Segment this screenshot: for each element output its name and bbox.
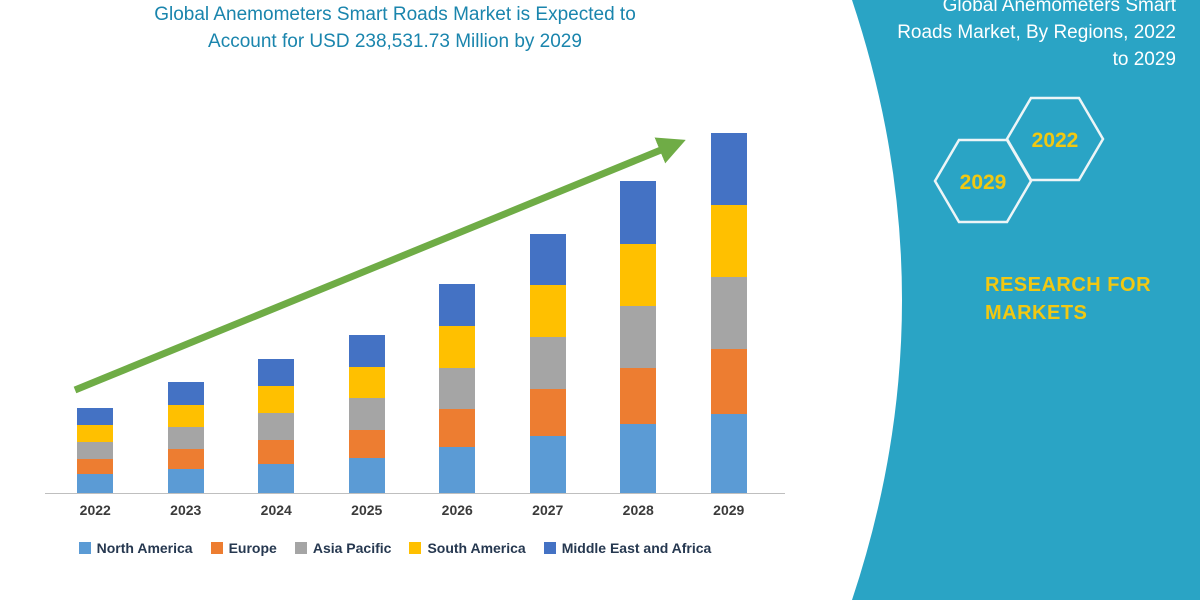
legend-swatch [543,542,556,554]
legend-item: South America [409,540,526,556]
bar-segment-2024 [258,463,295,493]
bar-2024 [231,93,322,493]
bar-segment-2027 [529,285,566,338]
x-axis-label: 2025 [351,502,383,518]
bar-segment-2025 [348,458,385,493]
panel-title-line-1: Global Anemometers Smart [942,0,1176,16]
bar-segment-2024 [258,359,295,387]
brand-line-2: MARKETS [985,302,1088,324]
bar-segment-2022 [77,407,114,425]
bar-segment-2028 [620,368,657,425]
bar-2022 [50,93,141,493]
legend-label: Asia Pacific [312,540,392,556]
x-axis-label: 2023 [170,502,202,518]
bar-segment-2028 [620,243,657,306]
bar-segment-2023 [167,468,204,493]
x-axis-label: 2029 [713,502,745,518]
bar-segment-2029 [710,413,747,493]
chart-title-line-2: Account for USD 238,531.73 Million by 20… [208,31,582,52]
bar-segment-2022 [77,474,114,493]
bar-segment-2025 [348,429,385,459]
panel-title-line-3: to 2029 [1112,49,1176,70]
legend-item: Asia Pacific [294,540,392,556]
bar-segment-2026 [439,325,476,368]
x-axis-label: 2027 [532,502,564,518]
bar-2023 [141,93,232,493]
x-axis-label: 2022 [79,502,111,518]
bar-segment-2025 [348,335,385,367]
bar-plot [50,93,774,493]
legend-item: Middle East and Africa [543,540,712,556]
hexagon-2029-label: 2029 [960,171,1007,194]
legend-item: Europe [210,540,277,556]
legend-swatch [294,542,307,554]
bar-segment-2024 [258,412,295,440]
hexagon-2022-label: 2022 [1032,129,1079,152]
bar-2029 [684,93,775,493]
panel-title-line-2: Roads Market, By Regions, 2022 [897,22,1176,43]
legend-swatch [78,542,91,554]
legend-swatch [210,542,223,554]
bar-2025 [322,93,413,493]
bar-segment-2027 [529,337,566,390]
bar-segment-2022 [77,441,114,459]
bar-segment-2026 [439,446,476,493]
bar-segment-2026 [439,409,476,447]
x-axis-line [45,493,785,494]
bar-segment-2023 [167,404,204,427]
bar-segment-2023 [167,448,204,469]
bar-segment-2025 [348,366,385,399]
bar-segment-2022 [77,458,114,475]
bar-segment-2029 [710,276,747,349]
legend-swatch [409,542,422,554]
hexagon-2022: 2022 [1005,96,1105,182]
x-axis-label: 2028 [622,502,654,518]
bar-segment-2022 [77,424,114,442]
bar-segment-2023 [167,426,204,449]
chart-legend: North America Europe Asia Pacific South Ame… [0,540,790,556]
panel-title: Global Anemometers Smart Roads Market, B… [866,0,1176,73]
legend-label: Middle East and Africa [561,540,712,556]
bar-segment-2028 [620,305,657,369]
legend-item: North America [78,540,193,556]
bar-segment-2029 [710,204,747,277]
chart-title: Global Anemometers Smart Roads Market is… [0,1,790,55]
x-axis-labels: 2022 2023 2024 2025 2026 2027 2028 2029 [50,502,774,518]
legend-label: South America [427,540,526,556]
bar-segment-2029 [710,348,747,414]
bar-segment-2023 [167,382,204,405]
bar-2028 [593,93,684,493]
bar-segment-2026 [439,283,476,326]
hexagon-2029: 2029 [933,138,1033,224]
bar-segment-2025 [348,398,385,430]
bar-segment-2024 [258,386,295,413]
bar-segment-2027 [529,233,566,286]
legend-label: Europe [228,540,277,556]
bar-segment-2027 [529,389,566,436]
bar-2026 [412,93,503,493]
bar-segment-2028 [620,181,657,244]
bar-segment-2026 [439,367,476,410]
bar-2027 [503,93,594,493]
x-axis-label: 2024 [260,502,292,518]
x-axis-label: 2026 [441,502,473,518]
legend-label: North America [96,540,193,556]
brand-text: RESEARCH FOR MARKETS [985,271,1165,327]
bar-segment-2024 [258,439,295,464]
bar-segment-2028 [620,424,657,493]
chart-title-line-1: Global Anemometers Smart Roads Market is… [154,4,636,25]
bar-segment-2029 [710,132,747,205]
bar-segment-2027 [529,435,566,493]
brand-line-1: RESEARCH FOR [985,274,1152,296]
